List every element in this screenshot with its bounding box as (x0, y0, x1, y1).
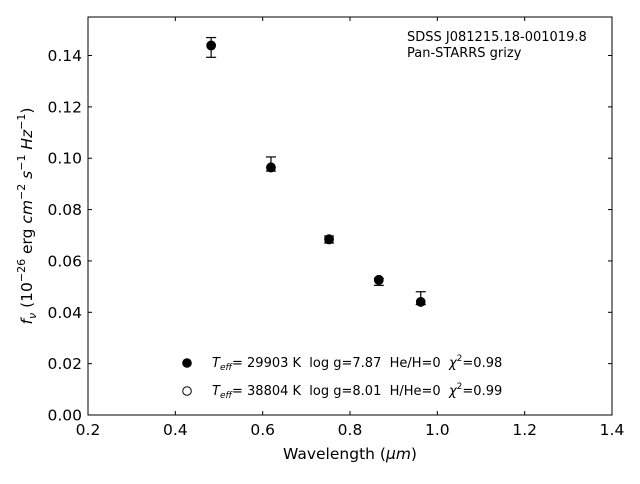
point-open-model (415, 296, 426, 307)
y-tick-label: 0.14 (47, 47, 82, 65)
legend-entry-1: Teff= 29903 K log g=7.87 He/H=0 χ2=0.98 (212, 354, 502, 373)
x-axis-label: Wavelength (μm) (283, 445, 417, 463)
x-tick-label: 0.4 (163, 421, 188, 439)
y-axis-ticks: 0.00 0.02 0.04 0.06 0.08 0.10 0.12 0.14 (47, 47, 612, 425)
plot-frame (87, 16, 613, 416)
annotation-line-1: SDSS J081215.18-001019.8 (407, 30, 587, 45)
plot-area (88, 17, 612, 415)
y-tick-label: 0.08 (47, 201, 82, 219)
x-tick-label: 1.2 (512, 421, 537, 439)
x-tick-label: 0.6 (250, 421, 275, 439)
legend: Teff= 29903 K log g=7.87 He/H=0 χ2=0.98 … (182, 354, 502, 401)
x-tick-label: 0.2 (76, 421, 101, 439)
point-open-model (206, 40, 216, 51)
point-open-model (266, 162, 276, 173)
legend-marker-filled (182, 358, 192, 368)
y-axis-label: fν (10−26 erg cm−2 s−1 Hz−1) (15, 108, 39, 325)
x-tick-label: 0.8 (338, 421, 363, 439)
x-tick-label: 1.0 (425, 421, 450, 439)
y-tick-label: 0.04 (47, 304, 82, 322)
x-axis-ticks: 0.2 0.4 0.6 0.8 1.0 1.2 1.4 (76, 17, 625, 439)
legend-entry-2: Teff= 38804 K log g=8.01 H/He=0 χ2=0.99 (212, 382, 502, 401)
y-tick-label: 0.12 (47, 98, 82, 116)
x-tick-label: 1.4 (600, 421, 625, 439)
point-open-model (374, 275, 384, 285)
legend-marker-open (182, 386, 192, 396)
point-open-model (324, 234, 334, 244)
y-tick-label: 0.10 (47, 150, 82, 168)
data-marks (206, 36, 426, 307)
annotation-line-2: Pan-STARRS grizy (407, 46, 522, 61)
y-tick-label: 0.06 (47, 252, 82, 270)
y-tick-label: 0.02 (47, 355, 82, 373)
y-tick-label: 0.00 (47, 407, 82, 425)
